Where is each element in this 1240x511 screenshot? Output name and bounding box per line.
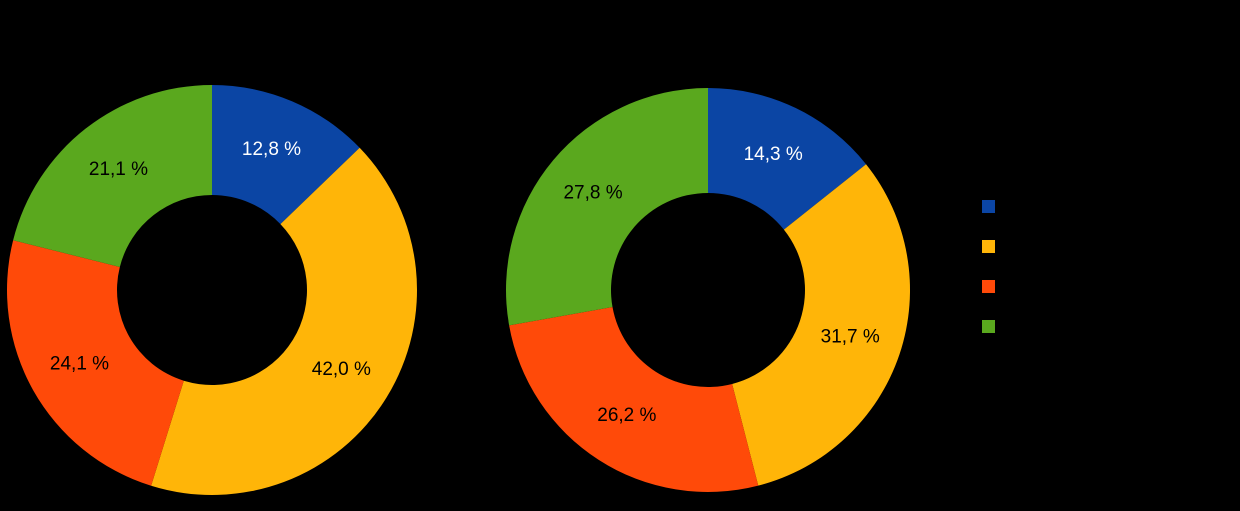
donut-slice [708, 88, 867, 230]
slice-percent-label: 31,7 % [821, 327, 880, 348]
legend-swatch-icon [982, 200, 995, 213]
donut-chart-left: 12,8 % 42,0 % 24,1 % 21,1 % [6, 84, 418, 496]
slice-percent-label: 26,2 % [597, 405, 656, 426]
donut-slice [506, 88, 708, 326]
donut-chart-right: 14,3 % 31,7 % 26,2 % 27,8 % [506, 88, 911, 492]
donut-slice [13, 84, 212, 267]
slice-percent-label: 12,8 % [242, 139, 301, 160]
legend-item [982, 280, 1003, 293]
legend-item [982, 240, 1003, 253]
legend-swatch-icon [982, 320, 995, 333]
legend-item [982, 200, 1003, 213]
donut-slice [212, 85, 360, 225]
donut-slice [509, 306, 759, 492]
slice-percent-label: 14,3 % [744, 144, 803, 165]
slice-percent-label: 24,1 % [50, 353, 109, 374]
legend-swatch-icon [982, 240, 995, 253]
slice-percent-label: 21,1 % [89, 159, 148, 180]
chart-legend [982, 200, 1003, 333]
legend-item [982, 320, 1003, 333]
donut-slice [151, 147, 418, 496]
donut-slice [732, 164, 911, 486]
slice-percent-label: 27,8 % [563, 183, 622, 204]
legend-swatch-icon [982, 280, 995, 293]
donut-slice [6, 240, 184, 486]
slice-percent-label: 42,0 % [312, 359, 371, 380]
